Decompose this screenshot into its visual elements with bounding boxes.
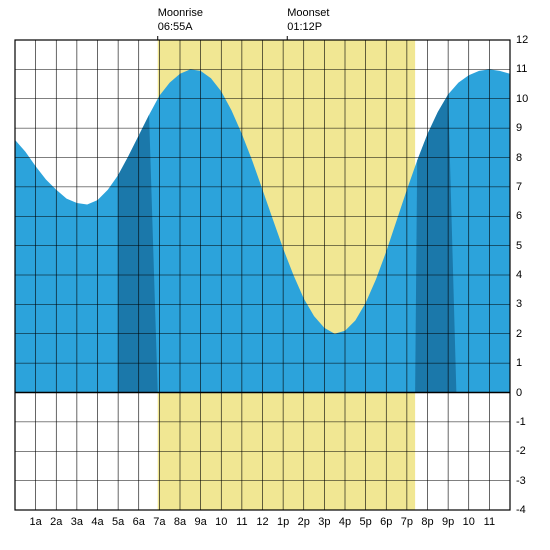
y-tick-label: 6	[516, 210, 522, 222]
x-tick-label: 11	[236, 516, 247, 528]
y-tick-label: 11	[516, 63, 527, 75]
chart-svg	[0, 0, 550, 550]
x-tick-label: 8p	[421, 516, 433, 528]
x-tick-label: 12	[256, 516, 268, 528]
moonrise-label: Moonrise06:55A	[158, 6, 203, 35]
x-tick-label: 1a	[30, 516, 42, 528]
x-tick-label: 7a	[153, 516, 165, 528]
y-tick-label: 2	[516, 328, 522, 340]
y-tick-label: 0	[516, 387, 522, 399]
moonrise-title: Moonrise	[158, 6, 203, 20]
y-tick-label: -2	[516, 445, 526, 457]
moonset-label: Moonset01:12P	[287, 6, 329, 35]
y-tick-label: -3	[516, 475, 526, 487]
y-tick-label: 4	[516, 269, 522, 281]
x-tick-label: 6p	[380, 516, 392, 528]
x-tick-label: 1p	[277, 516, 289, 528]
x-tick-label: 2p	[298, 516, 310, 528]
x-tick-label: 8a	[174, 516, 186, 528]
x-tick-label: 4a	[91, 516, 103, 528]
x-tick-label: 9a	[195, 516, 207, 528]
x-tick-label: 10	[463, 516, 475, 528]
y-tick-label: 12	[516, 34, 528, 46]
x-tick-label: 3a	[71, 516, 83, 528]
y-tick-label: -4	[516, 504, 526, 516]
y-tick-label: 7	[516, 181, 522, 193]
x-tick-label: 11	[484, 516, 495, 528]
x-tick-label: 10	[215, 516, 227, 528]
y-tick-label: -1	[516, 416, 526, 428]
x-tick-label: 4p	[339, 516, 351, 528]
x-tick-label: 6a	[133, 516, 145, 528]
x-tick-label: 9p	[442, 516, 454, 528]
x-tick-label: 5p	[360, 516, 372, 528]
y-tick-label: 8	[516, 152, 522, 164]
y-tick-label: 10	[516, 93, 528, 105]
x-tick-label: 3p	[318, 516, 330, 528]
moonset-time: 01:12P	[287, 20, 329, 34]
moonset-title: Moonset	[287, 6, 329, 20]
tide-chart: 1211109876543210-1-2-3-41a2a3a4a5a6a7a8a…	[0, 0, 550, 550]
moonrise-time: 06:55A	[158, 20, 203, 34]
y-tick-label: 9	[516, 122, 522, 134]
y-tick-label: 5	[516, 240, 522, 252]
y-tick-label: 3	[516, 298, 522, 310]
y-tick-label: 1	[516, 357, 522, 369]
x-tick-label: 7p	[401, 516, 413, 528]
x-tick-label: 2a	[50, 516, 62, 528]
x-tick-label: 5a	[112, 516, 124, 528]
